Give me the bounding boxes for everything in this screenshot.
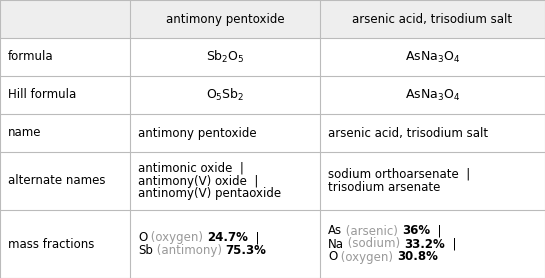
Text: alternate names: alternate names: [8, 175, 106, 187]
Text: O: O: [138, 231, 147, 244]
Text: (antimony): (antimony): [153, 244, 226, 257]
Text: (oxygen): (oxygen): [337, 250, 397, 264]
Text: $\mathrm{AsNa_3O_4}$: $\mathrm{AsNa_3O_4}$: [405, 49, 460, 64]
Text: antimony pentoxide: antimony pentoxide: [166, 13, 284, 26]
Text: trisodium arsenate: trisodium arsenate: [328, 181, 440, 194]
Text: mass fractions: mass fractions: [8, 237, 94, 250]
Text: antimony(V) oxide  |: antimony(V) oxide |: [138, 175, 258, 187]
Text: sodium orthoarsenate  |: sodium orthoarsenate |: [328, 168, 470, 181]
Text: 30.8%: 30.8%: [397, 250, 438, 264]
Text: 24.7%: 24.7%: [207, 231, 248, 244]
Text: formula: formula: [8, 51, 53, 63]
Text: (arsenic): (arsenic): [342, 225, 402, 237]
Text: antimony pentoxide: antimony pentoxide: [138, 126, 257, 140]
Text: Na: Na: [328, 237, 344, 250]
Text: $\mathrm{AsNa_3O_4}$: $\mathrm{AsNa_3O_4}$: [405, 88, 460, 103]
Bar: [0, 0, 545, 38]
Text: |: |: [430, 225, 441, 237]
Text: antinomy(V) pentaoxide: antinomy(V) pentaoxide: [138, 187, 281, 200]
Text: 75.3%: 75.3%: [226, 244, 267, 257]
Text: name: name: [8, 126, 41, 140]
Text: As: As: [328, 225, 342, 237]
Text: $\mathrm{O_5Sb_2}$: $\mathrm{O_5Sb_2}$: [206, 87, 244, 103]
Text: $\mathrm{Sb_2O_5}$: $\mathrm{Sb_2O_5}$: [205, 49, 244, 65]
Text: arsenic acid, trisodium salt: arsenic acid, trisodium salt: [353, 13, 512, 26]
Text: (sodium): (sodium): [344, 237, 404, 250]
Text: Hill formula: Hill formula: [8, 88, 76, 101]
Text: |: |: [248, 231, 259, 244]
Text: antimonic oxide  |: antimonic oxide |: [138, 162, 244, 175]
Text: (oxygen): (oxygen): [147, 231, 207, 244]
Text: |: |: [445, 237, 456, 250]
Text: O: O: [328, 250, 337, 264]
Text: arsenic acid, trisodium salt: arsenic acid, trisodium salt: [328, 126, 488, 140]
Text: 36%: 36%: [402, 225, 430, 237]
Text: Sb: Sb: [138, 244, 153, 257]
Text: 33.2%: 33.2%: [404, 237, 445, 250]
